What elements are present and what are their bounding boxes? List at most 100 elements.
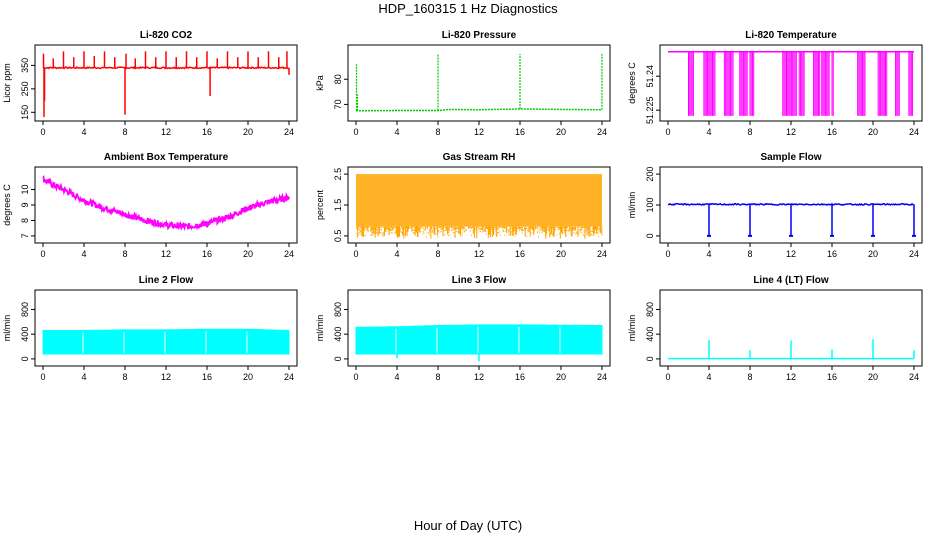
rh-point: [428, 232, 430, 234]
rh-point: [499, 231, 501, 233]
rh-point: [485, 227, 487, 229]
rh-point: [597, 232, 599, 234]
series-7: [355, 324, 603, 362]
rh-point: [364, 234, 366, 236]
rh-point: [468, 226, 470, 228]
panel-title: Li-820 Temperature: [745, 30, 837, 41]
rh-point: [576, 233, 578, 235]
rh-point: [597, 227, 599, 229]
rh-point: [597, 228, 599, 230]
rh-point: [506, 229, 508, 231]
x-tick-label: 20: [243, 372, 253, 382]
x-tick-label: 8: [747, 249, 752, 259]
rh-point: [548, 230, 550, 232]
panel-title: Li-820 Pressure: [442, 30, 517, 41]
rh-point: [476, 231, 478, 233]
rh-point: [555, 227, 557, 229]
x-tick-label: 16: [202, 249, 212, 259]
rh-point: [482, 229, 484, 231]
series-8: [668, 339, 915, 360]
rh-point: [421, 226, 423, 228]
rh-point: [485, 227, 487, 229]
rh-point: [453, 232, 455, 234]
rh-point: [440, 226, 442, 228]
pressure-line: [356, 108, 602, 112]
rh-point: [364, 230, 366, 232]
rh-point: [503, 229, 505, 231]
rh-point: [483, 230, 485, 232]
y-tick-label: 80: [333, 74, 343, 84]
rh-point: [576, 231, 578, 233]
series-0: [42, 51, 290, 117]
rh-point: [441, 227, 443, 229]
rh-point: [491, 229, 493, 231]
x-tick-label: 4: [394, 127, 399, 137]
x-tick-label: 0: [40, 372, 45, 382]
rh-point: [363, 227, 365, 229]
rh-point: [424, 227, 426, 229]
x-tick-label: 0: [353, 127, 358, 137]
rh-point: [358, 232, 360, 234]
rh-point: [527, 227, 529, 229]
rh-point: [499, 234, 501, 236]
rh-point: [376, 232, 378, 234]
y-tick-label: 2.5: [333, 168, 343, 181]
rh-point: [573, 229, 575, 231]
y-axis-label: Licor ppm: [2, 63, 12, 103]
rh-point: [438, 230, 440, 232]
y-tick-label: 400: [645, 327, 655, 342]
x-tick-label: 24: [597, 127, 607, 137]
rh-point: [579, 227, 581, 229]
x-tick-label: 12: [161, 249, 171, 259]
rh-point: [449, 234, 451, 236]
rh-point: [525, 227, 527, 229]
rh-point: [470, 234, 472, 236]
rh-point: [470, 226, 472, 228]
x-tick-label: 20: [868, 372, 878, 382]
rh-point: [513, 226, 515, 228]
rh-point: [537, 236, 539, 238]
x-tick-label: 16: [515, 249, 525, 259]
co2-line: [42, 65, 290, 70]
rh-point: [447, 232, 449, 234]
x-tick-label: 0: [665, 249, 670, 259]
rh-point: [418, 227, 420, 229]
rh-point: [539, 227, 541, 229]
rh-point: [424, 226, 426, 228]
rh-point: [359, 231, 361, 233]
rh-point: [502, 227, 504, 229]
rh-point: [359, 226, 361, 228]
rh-point: [554, 226, 556, 228]
rh-point: [478, 229, 480, 231]
rh-point: [410, 227, 412, 229]
rh-point: [467, 228, 469, 230]
series-4: [356, 174, 603, 239]
rh-point: [531, 228, 533, 230]
ambient-temp-line: [42, 175, 290, 232]
panel-4: Gas Stream RH percent 0 4 8 12 16 20 24 0.5 1.5 2.5: [315, 152, 611, 259]
rh-point: [581, 228, 583, 230]
x-tick-label: 4: [81, 127, 86, 137]
rh-point: [598, 231, 600, 233]
x-tick-label: 12: [786, 127, 796, 137]
rh-point: [364, 228, 366, 230]
rh-point: [429, 227, 431, 229]
rh-point: [399, 230, 401, 232]
rh-point: [443, 230, 445, 232]
series-5: [667, 202, 916, 237]
x-tick-label: 8: [747, 372, 752, 382]
rh-point: [528, 226, 530, 228]
x-tick-label: 20: [868, 249, 878, 259]
x-tick-label: 0: [665, 372, 670, 382]
x-tick-label: 4: [394, 372, 399, 382]
rh-point: [534, 229, 536, 231]
rh-point: [542, 230, 544, 232]
y-tick-label: 51.225: [645, 96, 655, 124]
x-tick-label: 8: [122, 127, 127, 137]
rh-point: [480, 227, 482, 229]
x-tick-label: 12: [786, 372, 796, 382]
rh-point: [474, 228, 476, 230]
x-tick-label: 16: [827, 249, 837, 259]
rh-point: [375, 231, 377, 233]
panel-8: Line 4 (LT) Flow ml/min 0 4 8 12 16 20 24 0 400 800: [627, 275, 923, 382]
